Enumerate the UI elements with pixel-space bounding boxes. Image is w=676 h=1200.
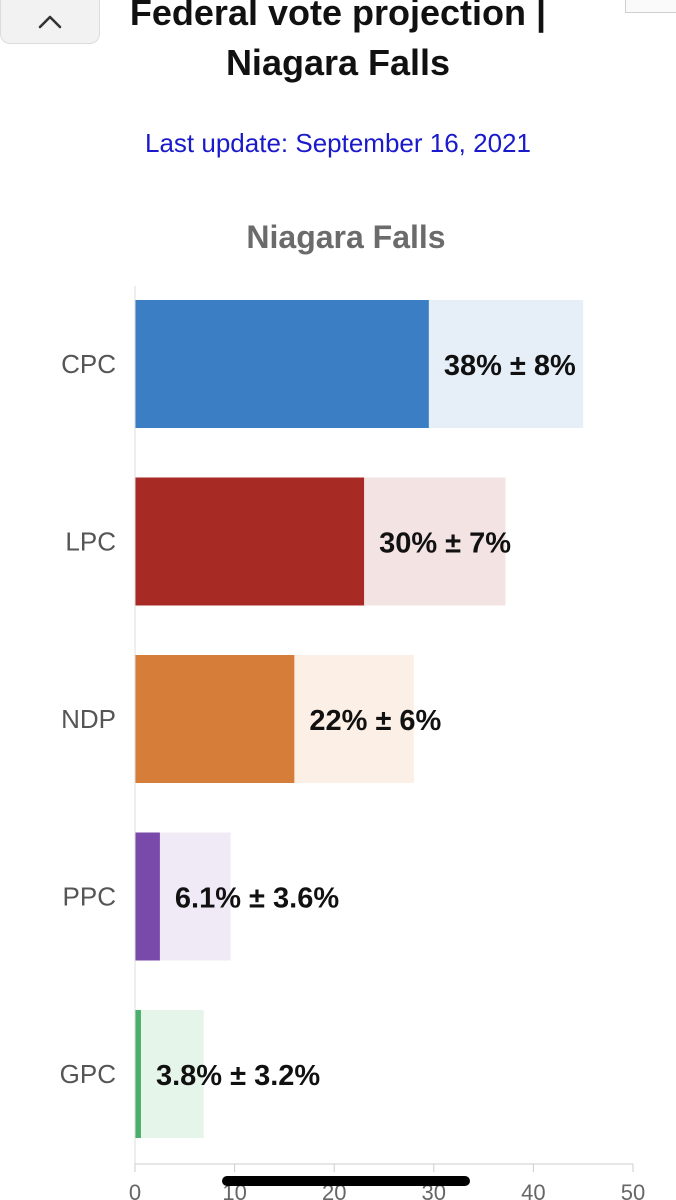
corner-icon [625,0,676,13]
value-label-ppc: 6.1% ± 3.6% [175,883,339,915]
category-label-ppc: PPC [63,882,116,912]
last-update: Last update: September 16, 2021 [145,128,531,158]
bar-ndp[interactable] [135,655,295,783]
page-title-line1: Federal vote projection | [129,0,547,33]
x-tick-label: 50 [621,1180,645,1200]
value-label-gpc: 3.8% ± 3.2% [156,1060,320,1092]
bar-lpc[interactable] [135,477,365,606]
back-button[interactable] [0,0,100,44]
bar-cpc[interactable] [135,300,429,428]
x-tick-label: 40 [521,1180,545,1200]
page-title: Federal vote projection | Niagara Falls [0,0,676,88]
value-label-lpc: 30% ± 7% [379,528,511,560]
category-label-ndp: NDP [61,704,116,734]
value-label-cpc: 38% ± 8% [444,350,576,382]
bar-ppc[interactable] [135,832,160,961]
category-label-cpc: CPC [61,349,116,379]
home-indicator [222,1176,470,1186]
chevron-up-icon [38,15,62,28]
category-label-gpc: GPC [60,1059,116,1089]
bar-range-gpc [135,1010,204,1138]
category-label-lpc: LPC [65,527,116,557]
x-tick-label: 0 [129,1180,141,1200]
page-title-line2: Niagara Falls [225,42,451,83]
value-label-ndp: 22% ± 6% [309,705,441,737]
chart-title: Niagara Falls [246,219,445,255]
bar-gpc[interactable] [135,1010,141,1138]
